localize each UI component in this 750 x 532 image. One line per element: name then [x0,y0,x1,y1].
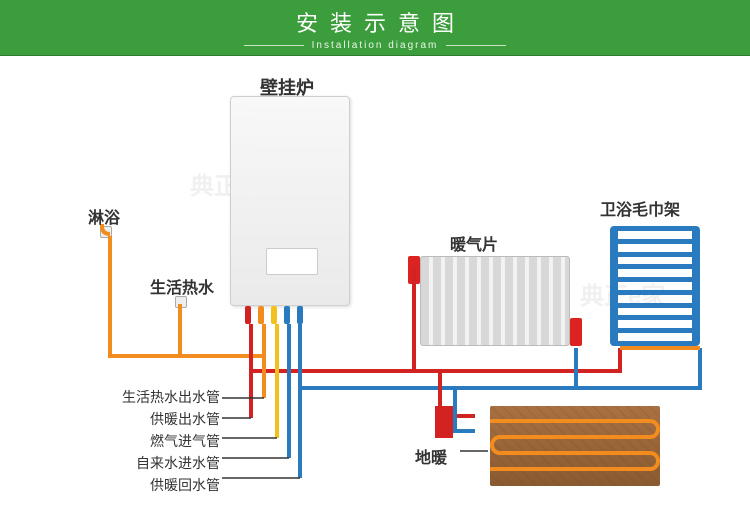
label-boiler: 壁挂炉 [260,74,314,100]
header-title-en: Installation diagram [0,40,750,51]
header-banner: 安装示意图 Installation diagram [0,0,750,56]
pipe-note: 生活热水出水管 [60,386,220,408]
label-towel-rack: 卫浴毛巾架 [600,196,680,220]
label-shower: 淋浴 [88,204,120,228]
label-radiator: 暖气片 [450,231,498,255]
pipe-note: 燃气进气管 [60,430,220,452]
pipe-note: 供暖回水管 [60,474,220,496]
label-dhw: 生活热水 [150,274,214,298]
diagram-stage: 典正e家 典正e家 [0,56,750,532]
pipe-note: 自来水进水管 [60,452,220,474]
pipe-note: 供暖出水管 [60,408,220,430]
label-floor-heating: 地暖 [415,444,447,468]
header-title-zh: 安装示意图 [12,6,750,38]
pipe-note-list: 生活热水出水管 供暖出水管 燃气进气管 自来水进水管 供暖回水管 [60,386,220,496]
